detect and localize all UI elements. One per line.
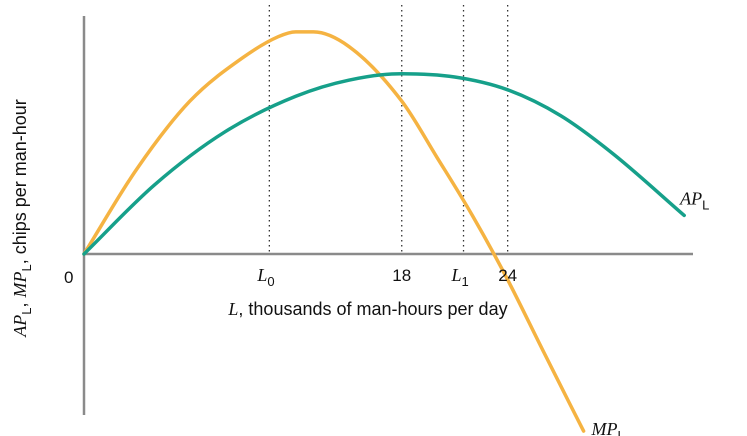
x-axis-label-var: L [227, 299, 238, 319]
mp-label-name: MP [591, 419, 618, 436]
x-marker-sub: 1 [462, 274, 469, 289]
mp-label-sub: L [618, 428, 625, 436]
y-axis-label-comma: , [10, 298, 30, 308]
ap-label-name: AP [679, 188, 702, 208]
origin-label: 0 [64, 268, 73, 287]
ap-curve-label: APL [679, 188, 709, 212]
ap-label-sub: L [702, 197, 709, 212]
mp-curve [82, 30, 586, 433]
x-marker-var: L [256, 265, 267, 285]
x-marker-L0: L0 [256, 265, 274, 289]
y-axis-label-mp-sub: L [19, 264, 34, 271]
x-marker-var: L [451, 265, 462, 285]
y-axis-label-mp: MP [10, 272, 30, 299]
mp-curve-label: MPL [591, 419, 625, 436]
x-tick-18: 18 [392, 266, 411, 285]
x-tick-24: 24 [498, 266, 517, 285]
axes [82, 16, 693, 415]
curves [82, 30, 686, 433]
x-marker-sub: 0 [267, 274, 274, 289]
y-axis-label-ap: AP [10, 315, 30, 338]
y-axis-label-text: , chips per man-hour [10, 99, 30, 264]
y-axis-label: APL, MPL, chips per man-hour [10, 99, 34, 338]
y-axis-label-ap-sub: L [19, 308, 34, 315]
x-axis-label: L, thousands of man-hours per day [227, 299, 507, 319]
x-axis-label-text: , thousands of man-hours per day [238, 299, 507, 319]
ap-curve [82, 71, 686, 256]
x-marker-L1: L1 [451, 265, 469, 289]
